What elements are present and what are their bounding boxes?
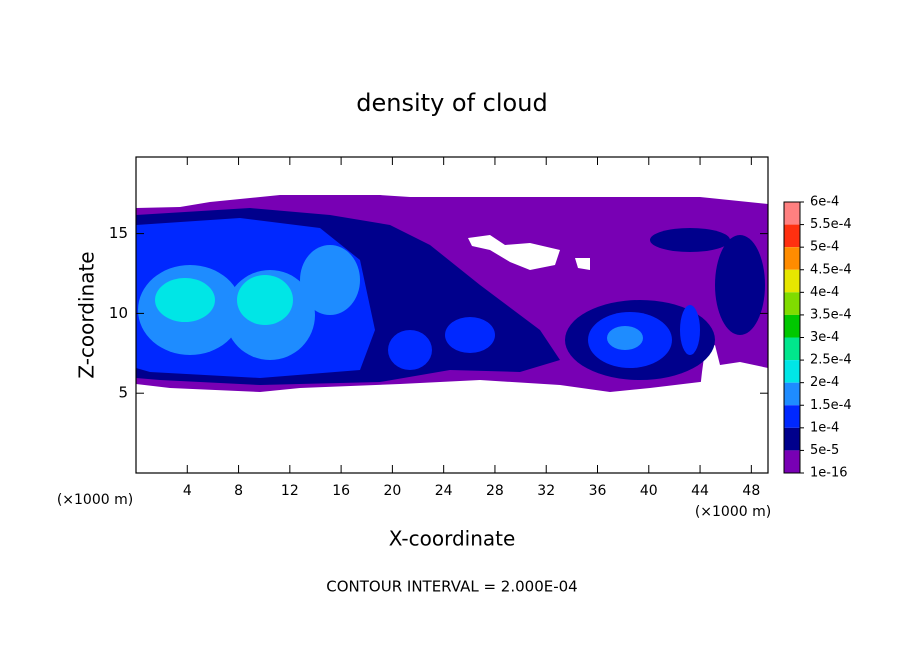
colorbar-swatch <box>784 314 800 338</box>
contour-band <box>388 330 432 370</box>
colorbar-swatch <box>784 224 800 248</box>
plot-frame <box>135 156 769 474</box>
colorbar-swatch <box>784 337 800 361</box>
contour-field <box>136 195 768 392</box>
colorbar-label: 2e-4 <box>810 375 839 390</box>
chart-title: density of cloud <box>356 89 547 117</box>
contour-band <box>237 275 293 325</box>
y-tick-label: 5 <box>118 384 128 402</box>
cloud-free-area <box>700 345 768 390</box>
contour-band <box>445 317 495 353</box>
y-unit-label: (×1000 m) <box>57 492 133 508</box>
colorbar-swatch <box>784 405 800 428</box>
x-axis-label: X-coordinate <box>389 527 516 551</box>
colorbar-swatch <box>784 247 800 270</box>
footer-note: CONTOUR INTERVAL = 2.000E-04 <box>326 578 577 596</box>
colorbar-swatch <box>784 450 800 473</box>
x-tick-label: 40 <box>640 483 658 499</box>
colorbar-label: 4.5e-4 <box>810 262 852 277</box>
x-tick-label: 24 <box>435 483 453 499</box>
colorbar-swatch <box>784 427 800 451</box>
colorbar-swatch <box>784 382 800 406</box>
contour-band <box>300 245 360 315</box>
x-tick-label: 16 <box>332 483 350 499</box>
x-tick-label: 48 <box>742 483 760 499</box>
y-axis-label: Z-coordinate <box>75 251 99 378</box>
x-tick-label: 36 <box>589 483 607 499</box>
y-tick-label: 10 <box>109 304 128 322</box>
colorbar-label: 5.5e-4 <box>810 217 852 232</box>
contour-band <box>607 326 643 350</box>
colorbar-label: 1e-16 <box>810 466 848 481</box>
colorbar-label: 3.5e-4 <box>810 307 852 322</box>
x-unit-label: (×1000 m) <box>695 504 771 520</box>
colorbar-label: 6e-4 <box>810 195 839 210</box>
x-tick-label: 32 <box>537 483 555 499</box>
contour-band <box>650 228 730 252</box>
colorbar-swatch <box>784 269 800 293</box>
colorbar-swatch <box>784 360 800 383</box>
cloud-free-area <box>468 235 560 270</box>
y-tick-label: 15 <box>109 224 128 242</box>
colorbar-label: 3e-4 <box>810 330 839 345</box>
x-tick-label: 8 <box>234 483 243 499</box>
colorbar-label: 1.5e-4 <box>810 398 852 413</box>
x-tick-label: 44 <box>691 483 709 499</box>
colorbar-label: 2.5e-4 <box>810 353 852 368</box>
colorbar-label: 5e-5 <box>810 443 839 458</box>
x-tick-label: 20 <box>383 483 401 499</box>
colorbar-label: 4e-4 <box>810 285 839 300</box>
contour-band <box>155 278 215 322</box>
colorbar-label: 1e-4 <box>810 420 839 435</box>
colorbar-swatch <box>784 292 800 315</box>
x-tick-label: 4 <box>183 483 192 499</box>
colorbar-swatch <box>784 202 800 225</box>
colorbar-label: 5e-4 <box>810 240 839 255</box>
x-tick-label: 28 <box>486 483 504 499</box>
cloud-free-area <box>575 258 590 270</box>
contour-band <box>680 305 700 355</box>
contour-band <box>715 235 765 335</box>
x-tick-label: 12 <box>281 483 299 499</box>
